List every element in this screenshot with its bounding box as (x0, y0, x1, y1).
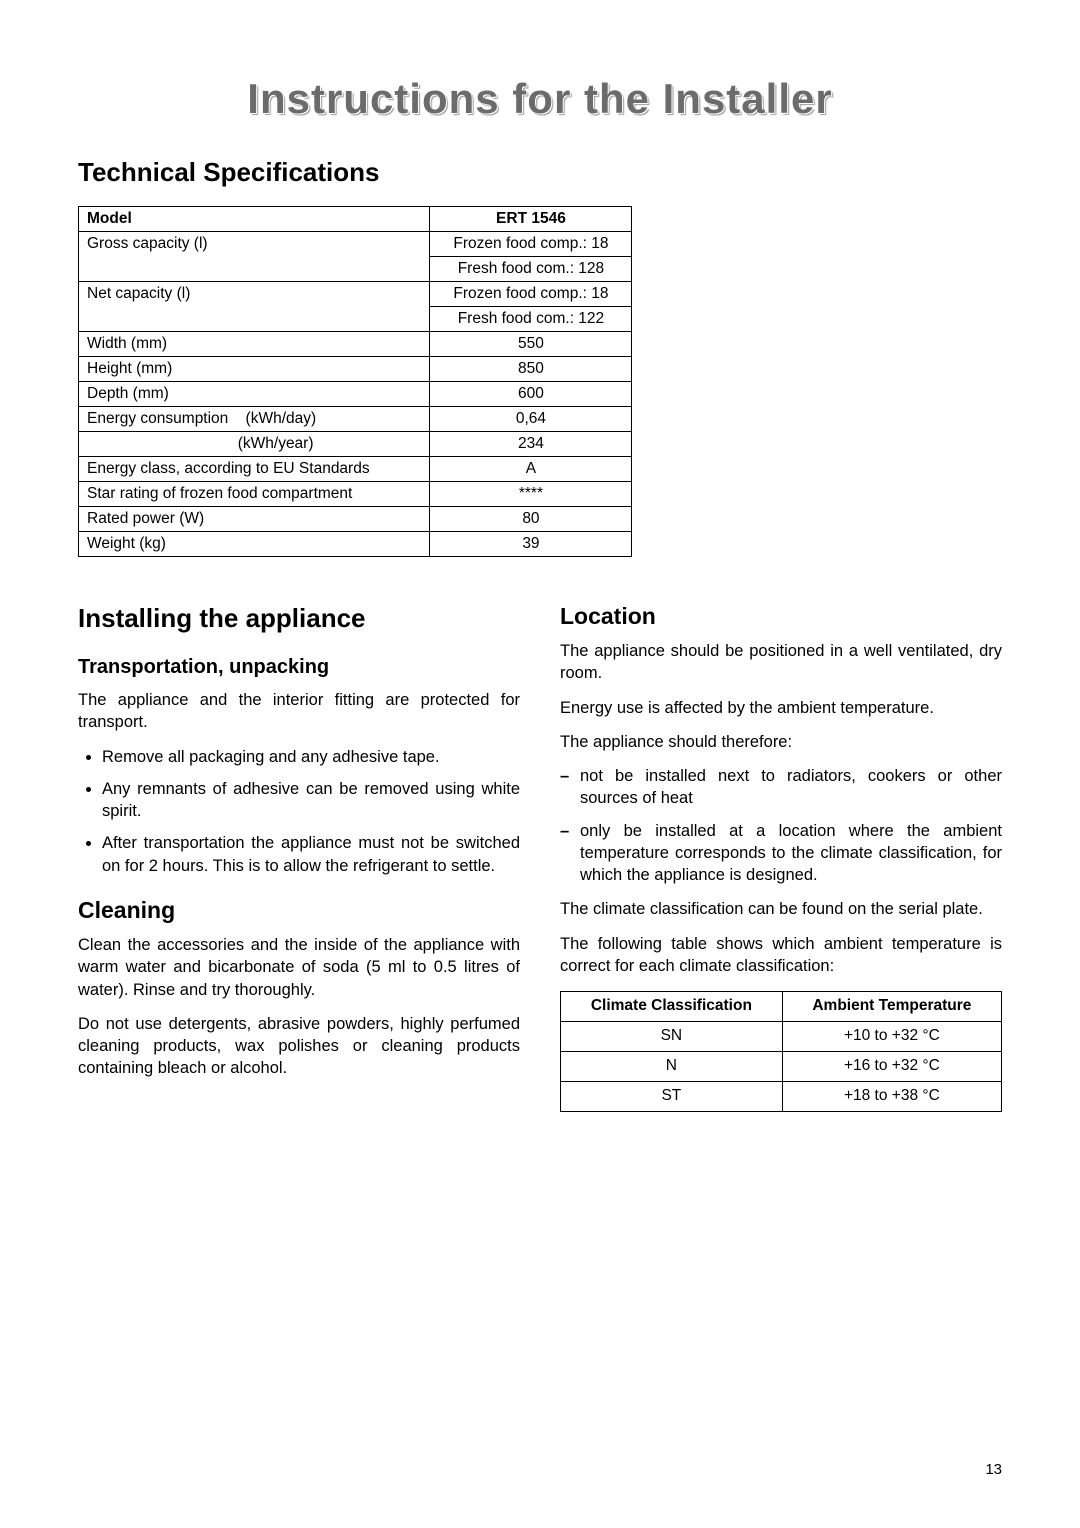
transportation-bullets: Remove all packaging and any adhesive ta… (78, 746, 520, 877)
spec-header-value: ERT 1546 (430, 207, 632, 232)
transportation-intro: The appliance and the interior fitting a… (78, 689, 520, 734)
spec-label: Weight (kg) (79, 532, 430, 557)
spec-label: (kWh/year) (79, 432, 430, 457)
spec-header-model: Model (79, 207, 430, 232)
climate-header-1: Climate Classification (561, 992, 783, 1022)
location-dash-list: not be installed next to radiators, cook… (560, 765, 1002, 886)
spec-value: Fresh food com.: 122 (430, 307, 632, 332)
spec-value: 234 (430, 432, 632, 457)
spec-value: A (430, 457, 632, 482)
body-text: The following table shows which ambient … (560, 933, 1002, 978)
list-item: Remove all packaging and any adhesive ta… (102, 746, 520, 768)
spec-label: Depth (mm) (79, 382, 430, 407)
spec-value: 39 (430, 532, 632, 557)
spec-label: Energy class, according to EU Standards (79, 457, 430, 482)
spec-value: 550 (430, 332, 632, 357)
spec-label: Gross capacity (l) (79, 232, 430, 282)
climate-cell: SN (561, 1022, 783, 1052)
spec-value: 0,64 (430, 407, 632, 432)
list-item: After transportation the appliance must … (102, 832, 520, 877)
spec-label: Width (mm) (79, 332, 430, 357)
cleaning-heading: Cleaning (78, 895, 520, 926)
climate-table: Climate Classification Ambient Temperatu… (560, 991, 1002, 1112)
spec-label: Star rating of frozen food compartment (79, 482, 430, 507)
spec-label: Energy consumption (kWh/day) (79, 407, 430, 432)
installing-heading: Installing the appliance (78, 601, 520, 636)
climate-cell: +10 to +32 °C (782, 1022, 1001, 1052)
technical-specs-table: ModelERT 1546Gross capacity (l)Frozen fo… (78, 206, 632, 557)
page-number: 13 (985, 1461, 1002, 1478)
spec-label: Rated power (W) (79, 507, 430, 532)
spec-value: **** (430, 482, 632, 507)
technical-specs-heading: Technical Specifications (78, 157, 1002, 188)
climate-cell: +16 to +32 °C (782, 1052, 1001, 1082)
location-heading: Location (560, 601, 1002, 632)
list-item: only be installed at a location where th… (580, 820, 1002, 887)
climate-cell: N (561, 1052, 783, 1082)
left-column: Installing the appliance Transportation,… (78, 601, 520, 1112)
list-item: Any remnants of adhesive can be removed … (102, 778, 520, 823)
spec-label: Net capacity (l) (79, 282, 430, 332)
body-text: The appliance should therefore: (560, 731, 1002, 753)
page-title: Instructions for the Installer (78, 75, 1002, 123)
right-column: Location The appliance should be positio… (560, 601, 1002, 1112)
transportation-heading: Transportation, unpacking (78, 654, 520, 681)
climate-cell: +18 to +38 °C (782, 1082, 1001, 1112)
list-item: not be installed next to radiators, cook… (580, 765, 1002, 810)
body-text: Do not use detergents, abrasive powders,… (78, 1013, 520, 1080)
climate-cell: ST (561, 1082, 783, 1112)
spec-value: 850 (430, 357, 632, 382)
spec-value: Fresh food com.: 128 (430, 257, 632, 282)
spec-value: 80 (430, 507, 632, 532)
climate-header-2: Ambient Temperature (782, 992, 1001, 1022)
spec-value: Frozen food comp.: 18 (430, 232, 632, 257)
spec-label: Height (mm) (79, 357, 430, 382)
body-text: Energy use is affected by the ambient te… (560, 697, 1002, 719)
body-text: Clean the accessories and the inside of … (78, 934, 520, 1001)
body-text: The climate classification can be found … (560, 898, 1002, 920)
spec-value: Frozen food comp.: 18 (430, 282, 632, 307)
body-text: The appliance should be positioned in a … (560, 640, 1002, 685)
spec-value: 600 (430, 382, 632, 407)
